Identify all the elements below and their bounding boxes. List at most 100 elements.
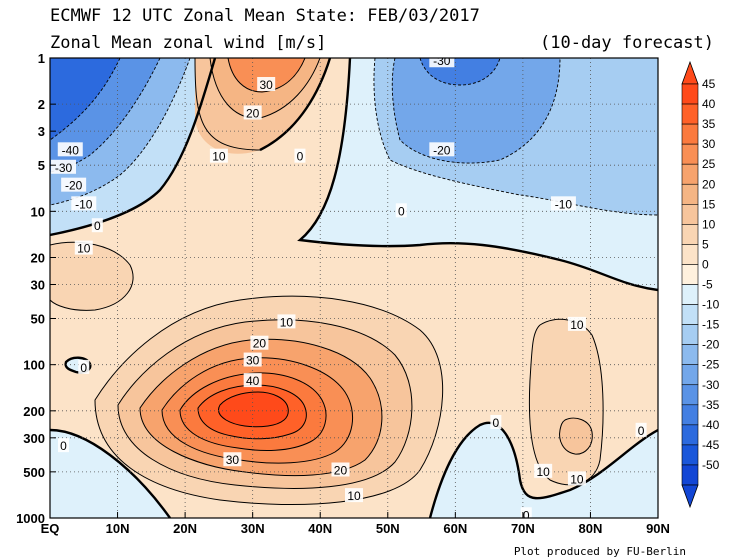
y-tick-label: 5: [38, 158, 45, 173]
contour-label-text: -30: [55, 161, 73, 175]
contour-label-text: 0: [493, 416, 500, 430]
colorbar-label: -40: [702, 418, 720, 432]
colorbar-swatch: [681, 364, 699, 386]
contour-label: 0: [635, 422, 647, 438]
colorbar-swatch: [681, 224, 699, 245]
y-tick-label: 200: [23, 404, 45, 419]
colorbar-swatch: [681, 244, 699, 265]
x-tick-label: 20N: [173, 521, 197, 536]
contour-label: -20: [429, 142, 455, 157]
colorbar-swatch: [681, 424, 699, 446]
colorbar-label: 25: [702, 157, 716, 171]
colorbar-swatch: [681, 464, 699, 486]
region-jet-40: [218, 392, 289, 427]
colorbar-label: -30: [702, 378, 720, 392]
contour-label-text: -30: [433, 54, 451, 68]
colorbar: 45 40 35 30 25 20 15 10 5 0 -5 -10 -15 -20 -25 -30 -35 -4…: [681, 60, 720, 509]
contour-label-text: 10: [347, 489, 361, 503]
zero-contour-surface-right: [428, 421, 658, 518]
contour-label-text: 40: [246, 374, 260, 388]
contour-label-bg: [71, 196, 97, 211]
x-tick-label: 60N: [443, 521, 467, 536]
contour-label: 10: [74, 240, 93, 256]
colorbar-label: -35: [702, 398, 720, 412]
contour-label-bg: [78, 359, 90, 374]
y-axis: 1 2 3 5 10 20 30 50 100 200 300 500 1000: [16, 51, 56, 526]
contour-label-bg: [243, 352, 262, 367]
x-tick-label: 40N: [308, 521, 332, 536]
contour-label-bg: [429, 142, 455, 157]
zero-contour-surface-left: [50, 428, 171, 518]
contour-label-text: 10: [570, 318, 584, 332]
y-tick-label: 300: [23, 431, 45, 446]
contour-label-text: 10: [280, 315, 294, 329]
contour-label-text: 10: [536, 465, 550, 479]
colorbar-label: 45: [702, 77, 716, 91]
contour-label-bg: [567, 316, 586, 331]
colorbar-label: -20: [702, 338, 720, 352]
y-tick-label: 1000: [16, 511, 45, 526]
contour-label-bg: [429, 58, 455, 68]
contour-label-text: 10: [212, 150, 226, 164]
plot-frame: [49, 57, 659, 519]
contour-label-bg: [567, 471, 586, 486]
contour-label-bg: [91, 218, 103, 233]
colorbar-label: -15: [702, 318, 720, 332]
zero-contour-upper-jet: [259, 58, 332, 152]
y-tick-label: 500: [23, 465, 45, 480]
colorbar-arrow-bottom: [681, 484, 699, 509]
colorbar-arrow-top: [681, 60, 699, 85]
y-tick-label: 3: [38, 124, 45, 139]
colorbar-label: 30: [702, 137, 716, 151]
contour-label-text: 0: [523, 508, 530, 522]
contour-label-bg: [209, 148, 228, 163]
colorbar-swatch: [681, 183, 699, 205]
contour-label-bg: [257, 77, 276, 92]
colorbar-label: 40: [702, 97, 716, 111]
colorbar-swatch: [681, 83, 699, 105]
contour-label-text: 0: [80, 361, 87, 375]
region-right-blob-15: [559, 418, 593, 455]
colorbar-swatch: [681, 384, 699, 406]
colorbar-swatch: [681, 103, 699, 125]
colorbar-swatch: [681, 324, 699, 345]
region-right-blob-10: [529, 319, 604, 485]
y-tick-label: 1: [38, 51, 45, 66]
chart-title: ECMWF 12 UTC Zonal Mean State: FEB/03/20…: [50, 6, 480, 26]
contour-label-bg: [51, 159, 77, 174]
contour-label: 30: [257, 77, 276, 92]
contour-label-text: 0: [398, 204, 405, 218]
y-tick-label: 30: [31, 277, 45, 292]
contour-label-bg: [223, 452, 242, 467]
contour-label: 0: [58, 438, 70, 453]
colorbar-label: 15: [702, 197, 716, 211]
zero-contour-topright: [297, 58, 658, 292]
colorbar-swatch: [681, 163, 699, 185]
contour-label: 30: [243, 352, 262, 368]
contour-label-text: -40: [62, 143, 80, 157]
contour-label-bg: [243, 105, 262, 120]
contour-label: 20: [331, 462, 350, 477]
contour-label-text: 20: [334, 463, 348, 477]
colorbar-swatch: [681, 264, 699, 285]
contour-label-bg: [550, 196, 576, 211]
contour-label-text: 30: [226, 453, 240, 467]
contour-label-text: 10: [570, 472, 584, 486]
contour-label: 0: [395, 203, 407, 218]
colorbar-label: 20: [702, 177, 716, 191]
colorbar-label: -5: [702, 278, 713, 292]
colorbar-swatch: [681, 404, 699, 426]
forecast-label: (10-day forecast): [540, 33, 714, 53]
contour-label-text: 30: [246, 354, 260, 368]
contour-label-bg: [250, 335, 269, 350]
contour-label-bg: [490, 414, 502, 429]
contour-label-text: -20: [433, 143, 451, 157]
colorbar-swatch: [681, 143, 699, 165]
contour-label: 10: [534, 463, 553, 479]
colorbar-swatch: [681, 444, 699, 466]
contour-label: 10: [209, 148, 228, 164]
region-left-blob-10: [50, 242, 134, 311]
x-tick-label: 90N: [646, 521, 670, 536]
colorbar-swatch: [681, 204, 699, 225]
